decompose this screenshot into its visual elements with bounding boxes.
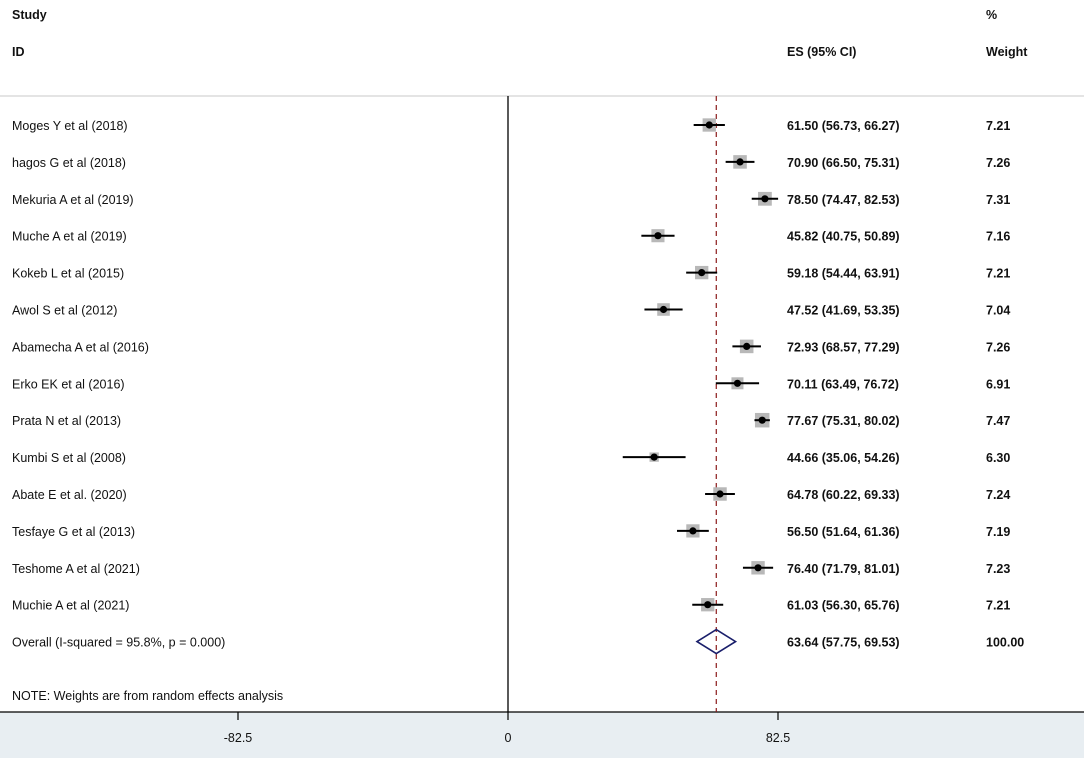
study-row: Awol S et al (2012) 47.52 (41.69, 53.35) 7… <box>12 303 1010 318</box>
es-ci-text: 78.50 (74.47, 82.53) <box>787 193 900 207</box>
x-tick-label: -82.5 <box>224 731 253 745</box>
study-label: Kumbi S et al (2008) <box>12 451 126 465</box>
overall-label: Overall (I-squared = 95.8%, p = 0.000) <box>12 636 225 650</box>
reference-lines <box>507 96 717 712</box>
point-estimate <box>654 232 662 240</box>
study-row: Muchie A et al (2021) 61.03 (56.30, 65.76… <box>12 598 1010 613</box>
study-row: Prata N et al (2013) 77.67 (75.31, 80.02)… <box>12 412 1010 428</box>
study-row: Abamecha A et al (2016) 72.93 (68.57, 77.… <box>12 339 1010 354</box>
point-estimate <box>705 121 713 129</box>
study-label: Erko EK et al (2016) <box>12 377 125 391</box>
weight-text: 7.47 <box>986 414 1010 428</box>
weight-text: 7.26 <box>986 156 1010 170</box>
es-ci-text: 76.40 (71.79, 81.01) <box>787 562 900 576</box>
study-label: Moges Y et al (2018) <box>12 119 128 133</box>
x-tick-label: 0 <box>505 731 512 745</box>
study-label: Tesfaye G et al (2013) <box>12 525 135 539</box>
point-estimate <box>758 416 766 424</box>
study-label: Teshome A et al (2021) <box>12 562 140 576</box>
weight-text: 7.21 <box>986 119 1010 133</box>
study-row: Abate E et al. (2020) 64.78 (60.22, 69.33… <box>12 487 1010 502</box>
study-label: Muchie A et al (2021) <box>12 599 129 613</box>
point-estimate <box>743 342 751 350</box>
study-label: Kokeb L et al (2015) <box>12 267 124 281</box>
es-ci-text: 61.50 (56.73, 66.27) <box>787 119 900 133</box>
es-ci-text: 77.67 (75.31, 80.02) <box>787 414 900 428</box>
es-ci-text: 56.50 (51.64, 61.36) <box>787 525 900 539</box>
es-ci-text: 45.82 (40.75, 50.89) <box>787 230 900 244</box>
weight-text: 7.19 <box>986 525 1010 539</box>
es-ci-text: 64.78 (60.22, 69.33) <box>787 488 900 502</box>
overall-diamond <box>695 628 738 655</box>
weight-text: 7.23 <box>986 562 1010 576</box>
axis-band <box>0 712 1084 758</box>
point-estimate <box>736 158 744 166</box>
weight-text: 7.16 <box>986 230 1010 244</box>
x-axis: -82.5 0 82.5 <box>224 712 790 745</box>
es-ci-text: 70.11 (63.49, 76.72) <box>787 377 899 391</box>
point-estimate <box>698 269 706 277</box>
es-ci-text: 44.66 (35.06, 54.26) <box>787 451 900 465</box>
point-estimate <box>761 195 769 203</box>
study-label: hagos G et al (2018) <box>12 156 126 170</box>
study-label: Mekuria A et al (2019) <box>12 193 134 207</box>
study-label: Awol S et al (2012) <box>12 304 117 318</box>
weight-text: 7.26 <box>986 340 1010 354</box>
weight-text: 7.21 <box>986 267 1010 281</box>
overall-weight-text: 100.00 <box>986 636 1024 650</box>
study-row: Muche A et al (2019) 45.82 (40.75, 50.89)… <box>12 229 1010 244</box>
point-estimate <box>704 601 712 609</box>
study-label: Abamecha A et al (2016) <box>12 340 149 354</box>
es-ci-text: 47.52 (41.69, 53.35) <box>787 304 900 318</box>
study-label: Prata N et al (2013) <box>12 414 121 428</box>
study-row: Tesfaye G et al (2013) 56.50 (51.64, 61.3… <box>12 524 1010 539</box>
es-ci-text: 72.93 (68.57, 77.29) <box>787 340 900 354</box>
study-row: Mekuria A et al (2019) 78.50 (74.47, 82.5… <box>12 191 1010 207</box>
study-label: Muche A et al (2019) <box>12 230 127 244</box>
weight-text: 7.24 <box>986 488 1010 502</box>
header-percent: % <box>986 8 997 22</box>
study-row: hagos G et al (2018) 70.90 (66.50, 75.31)… <box>12 155 1010 170</box>
study-rows: Moges Y et al (2018) 61.50 (56.73, 66.27)… <box>12 118 1010 613</box>
point-estimate <box>733 379 742 387</box>
weight-text: 7.04 <box>986 304 1010 318</box>
weight-text: 7.21 <box>986 599 1010 613</box>
header-es: ES (95% CI) <box>787 45 856 59</box>
study-row: Kumbi S et al (2008) 44.66 (35.06, 54.26)… <box>12 451 1010 465</box>
point-estimate <box>659 305 668 314</box>
weight-text: 6.91 <box>986 377 1010 391</box>
point-estimate <box>689 527 697 535</box>
note-text: NOTE: Weights are from random effects an… <box>12 689 283 703</box>
study-row: Moges Y et al (2018) 61.50 (56.73, 66.27)… <box>12 118 1010 133</box>
study-label: Abate E et al. (2020) <box>12 488 127 502</box>
study-row: Erko EK et al (2016) 70.11 (63.49, 76.72)… <box>12 377 1010 391</box>
study-row: Kokeb L et al (2015) 59.18 (54.44, 63.91)… <box>12 265 1010 281</box>
overall-row: Overall (I-squared = 95.8%, p = 0.000) 63… <box>12 628 1024 655</box>
point-estimate <box>650 453 658 461</box>
header-study: Study <box>12 8 47 22</box>
point-estimate <box>754 564 762 572</box>
es-ci-text: 70.90 (66.50, 75.31) <box>787 156 900 170</box>
overall-es-text: 63.64 (57.75, 69.53) <box>787 636 900 650</box>
weight-text: 6.30 <box>986 451 1010 465</box>
header-weight: Weight <box>986 45 1028 59</box>
weight-text: 7.31 <box>986 193 1010 207</box>
x-tick-label: 82.5 <box>766 731 790 745</box>
point-estimate <box>716 490 724 498</box>
study-row: Teshome A et al (2021) 76.40 (71.79, 81.0… <box>12 561 1010 576</box>
es-ci-text: 61.03 (56.30, 65.76) <box>787 599 900 613</box>
header-id: ID <box>12 45 25 59</box>
es-ci-text: 59.18 (54.44, 63.91) <box>787 267 900 281</box>
